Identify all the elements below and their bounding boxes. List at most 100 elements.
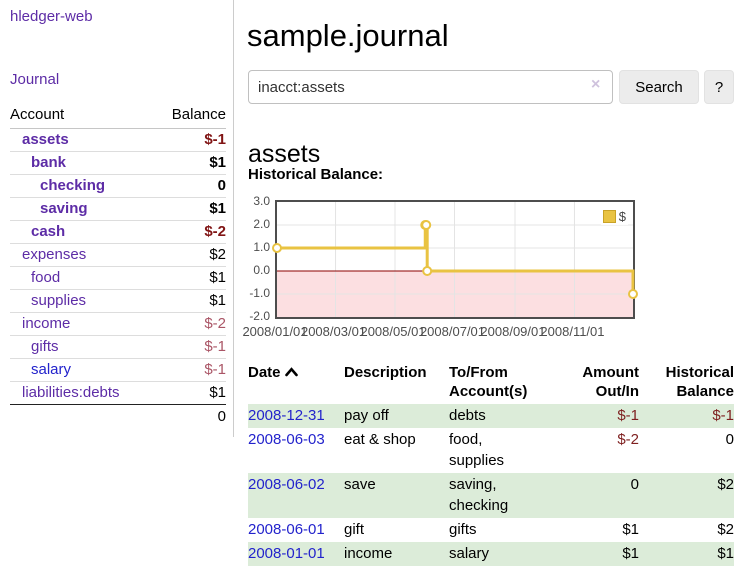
account-row: saving $1 <box>10 197 226 221</box>
transaction-date-link[interactable]: 2008-06-02 <box>248 476 325 493</box>
search-input[interactable] <box>248 70 613 104</box>
transaction-balance: $-1 <box>712 407 734 424</box>
account-row: supplies $1 <box>10 289 226 313</box>
transaction-accounts: saving, checking <box>449 476 509 514</box>
chart-x-axis-labels: 2008/01/01 2008/03/01 2008/05/01 2008/07/01… <box>242 324 735 340</box>
accounts-total-row: 0 <box>10 404 226 429</box>
search-bar: × Search ? <box>248 69 742 105</box>
transaction-amount: $-1 <box>617 407 639 424</box>
account-row: bank $1 <box>10 151 226 175</box>
transaction-description: eat & shop <box>344 431 416 448</box>
account-row: salary $-1 <box>10 358 226 382</box>
account-row: expenses $2 <box>10 243 226 267</box>
search-button[interactable]: Search <box>619 70 699 104</box>
account-link-cash[interactable]: cash <box>31 223 66 240</box>
x-tick-label: 2008/05/01 <box>360 324 426 339</box>
account-link-expenses[interactable]: expenses <box>22 246 87 263</box>
register-table: Date Description To/From Account(s) Amou… <box>248 361 734 566</box>
y-tick-label: 3.0 <box>253 194 270 208</box>
account-row: liabilities:debts $1 <box>10 381 226 405</box>
account-balance: $-2 <box>154 220 226 244</box>
account-link-gifts[interactable]: gifts <box>31 338 59 355</box>
transaction-amount: $1 <box>622 521 639 538</box>
account-balance: 0 <box>154 174 226 198</box>
sidebar-divider <box>233 0 234 437</box>
x-tick-label: 2008/03/01 <box>300 324 367 339</box>
transaction-amount: 0 <box>630 476 639 493</box>
account-link-checking[interactable]: checking <box>40 177 106 194</box>
account-balance: $-2 <box>154 312 226 336</box>
transaction-date-link[interactable]: 2008-06-03 <box>248 431 325 448</box>
account-link-saving[interactable]: saving <box>40 200 88 217</box>
accounts-header-account: Account <box>10 103 155 129</box>
main-panel: sample.journal × Search ? assets Histori… <box>242 0 742 582</box>
register-header-balance: Historical Balance <box>665 364 734 400</box>
chart-y-axis-labels: 3.0 2.0 1.0 0.0 -1.0 -2.0 <box>245 195 270 323</box>
register-header-amount: Amount Out/In <box>582 364 639 400</box>
clear-search-icon[interactable]: × <box>591 76 601 93</box>
account-heading: assets <box>248 139 321 168</box>
transaction-balance: $1 <box>717 545 734 562</box>
transaction-balance: $2 <box>717 476 734 493</box>
account-balance: $1 <box>154 151 226 175</box>
accounts-balance-table: Account Balance assets $-1 bank $1 check… <box>10 103 226 429</box>
account-link-salary[interactable]: salary <box>31 361 72 378</box>
legend-swatch-icon <box>602 210 616 223</box>
transaction-date-link[interactable]: 2008-06-01 <box>248 521 325 538</box>
accounts-header-row: Account Balance <box>10 103 226 129</box>
brand-link[interactable]: hledger-web <box>10 8 93 25</box>
transaction-balance: 0 <box>725 431 734 448</box>
register-header-date[interactable]: Date <box>248 361 344 404</box>
sidebar-item-journal[interactable]: Journal <box>10 71 60 88</box>
y-tick-label: -1.0 <box>249 286 270 300</box>
x-tick-label: 2008/09/01 <box>480 324 546 339</box>
transaction-accounts: gifts <box>449 521 477 538</box>
transaction-description: income <box>344 545 393 562</box>
x-tick-label: 2008/11/01 <box>540 324 605 339</box>
register-row: 2008-12-31 pay off debts $-1 $-1 <box>248 404 734 428</box>
account-link-bank[interactable]: bank <box>31 154 67 171</box>
transaction-accounts: debts <box>449 407 486 424</box>
y-tick-label: -2.0 <box>249 309 270 323</box>
account-balance: $1 <box>154 197 226 221</box>
account-balance: $1 <box>154 266 226 290</box>
account-row: food $1 <box>10 266 226 290</box>
account-link-income[interactable]: income <box>22 315 71 332</box>
account-balance: $2 <box>154 243 226 267</box>
account-row: checking 0 <box>10 174 226 198</box>
chart-title: Historical Balance: <box>248 166 384 183</box>
account-row: gifts $-1 <box>10 335 226 359</box>
account-link-liabilities-debts[interactable]: liabilities:debts <box>22 384 120 401</box>
page-title: sample.journal <box>247 17 449 53</box>
transaction-description: pay off <box>344 407 389 424</box>
account-balance: $-1 <box>204 131 226 148</box>
chart-legend: $ <box>600 208 628 225</box>
x-tick-label: 2008/01/01 <box>242 324 308 339</box>
register-header-description: Description <box>344 364 427 381</box>
register-row: 2008-06-02 save saving, checking 0 $2 <box>248 473 734 518</box>
y-tick-label: 1.0 <box>253 240 270 254</box>
account-link-food[interactable]: food <box>31 269 61 286</box>
transaction-accounts: food, supplies <box>449 431 505 469</box>
legend-label: $ <box>618 209 626 224</box>
transaction-amount: $1 <box>622 545 639 562</box>
transaction-amount: $-2 <box>617 431 639 448</box>
account-balance: $1 <box>154 289 226 313</box>
account-link-supplies[interactable]: supplies <box>31 292 87 309</box>
help-button[interactable]: ? <box>704 70 734 104</box>
account-row: cash $-2 <box>10 220 226 244</box>
accounts-header-balance: Balance <box>154 103 226 129</box>
account-balance: $-1 <box>154 335 226 359</box>
register-header-accounts: To/From Account(s) <box>449 364 528 400</box>
transaction-date-link[interactable]: 2008-01-01 <box>248 545 325 562</box>
transaction-accounts: salary <box>449 545 490 562</box>
sidebar: hledger-web Journal Account Balance asse… <box>0 0 233 582</box>
sort-ascending-icon <box>284 367 298 377</box>
y-tick-label: 0.0 <box>253 263 270 277</box>
historical-balance-chart: 3.0 2.0 1.0 0.0 -1.0 -2.0 $ 2008/01/01 2008/03… <box>242 195 742 344</box>
register-row: 2008-01-01 income salary $1 $1 <box>248 542 734 566</box>
transaction-date-link[interactable]: 2008-12-31 <box>248 407 325 424</box>
y-tick-label: 2.0 <box>253 217 270 231</box>
account-link-assets[interactable]: assets <box>22 131 69 148</box>
accounts-total: 0 <box>10 404 226 429</box>
